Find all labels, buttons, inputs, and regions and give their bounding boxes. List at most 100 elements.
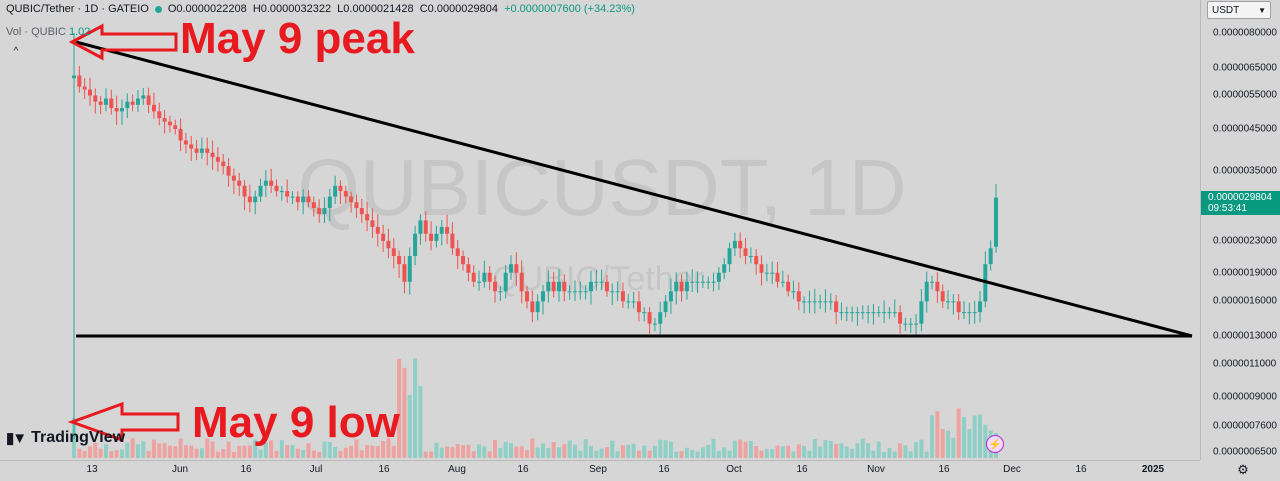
descending-trendline[interactable]	[75, 40, 1193, 338]
candle-body	[151, 104, 156, 112]
candle-body	[642, 312, 647, 314]
volume-bar	[887, 447, 892, 458]
volume-bar	[263, 442, 268, 458]
volume-bar	[983, 424, 988, 458]
volume-bar	[269, 440, 274, 458]
volume-bar	[556, 447, 561, 458]
volume-bar	[540, 443, 545, 458]
volume-bar	[119, 449, 124, 458]
volume-bar	[407, 394, 412, 458]
volume-bar	[151, 439, 156, 458]
candle-body	[700, 281, 705, 283]
gear-icon[interactable]: ⚙	[1237, 462, 1249, 477]
candle-body	[716, 272, 721, 282]
candle-body	[386, 240, 391, 249]
tradingview-logo[interactable]: ▮▼ TradingView	[6, 429, 125, 447]
volume-bar	[130, 438, 135, 458]
candle-body	[317, 208, 322, 215]
volume-value: 1.02	[68, 26, 91, 38]
symbol-title[interactable]: QUBIC/Tether · 1D · GATEIO	[6, 3, 149, 15]
volume-bar	[866, 443, 871, 458]
volume-bar	[679, 451, 684, 458]
candle-body	[610, 291, 615, 293]
candle-body	[711, 281, 716, 283]
candle-body	[540, 291, 545, 302]
candle-body	[194, 148, 199, 153]
volume-bar	[828, 440, 833, 458]
volume-bar	[914, 442, 919, 458]
volume-bar	[370, 445, 375, 458]
candle-body	[759, 264, 764, 273]
chart-area[interactable]: QUBICUSDT, 1D QUBIC/Tether	[0, 0, 1200, 460]
volume-bar	[471, 451, 476, 458]
candle-body	[87, 89, 92, 96]
volume-bar	[77, 448, 82, 458]
candle-body	[844, 312, 849, 314]
chart-canvas[interactable]: QUBICUSDT, 1D QUBIC/Tether	[0, 0, 1200, 460]
candle-body	[167, 121, 172, 126]
volume-bar	[546, 448, 551, 458]
volume-bar	[205, 438, 210, 458]
time-tick-label: 16	[240, 464, 252, 475]
volume-bar	[98, 448, 103, 458]
time-scale[interactable]: 13 Jun 16 Jul 16 Aug 16 Sep 16 Oct 16 Nov 16 Dec 16 202…	[0, 460, 1200, 481]
currency-select[interactable]: USDT ▼	[1207, 1, 1271, 19]
volume-bar	[509, 443, 514, 458]
lightning-icon[interactable]: ⚡	[986, 435, 1004, 453]
volume-bar	[253, 439, 258, 458]
candle-body	[754, 256, 759, 265]
price-tick-label: 0.0000006500	[1213, 446, 1277, 458]
price-tick-label: 0.0000007600	[1213, 420, 1277, 431]
volume-label[interactable]: Vol · QUBIC	[6, 26, 66, 38]
candle-body	[866, 312, 871, 314]
candle-body	[370, 220, 375, 227]
volume-bar	[125, 442, 130, 458]
candle-body	[338, 185, 343, 192]
collapse-legend-button[interactable]: ^	[13, 46, 19, 57]
candle-body	[407, 256, 412, 282]
volume-bar	[450, 447, 455, 458]
volume-bar	[674, 451, 679, 458]
volume-bar	[429, 451, 434, 458]
candle-body	[114, 108, 119, 112]
bar-countdown: 09:53:41	[1208, 203, 1247, 214]
candle-body	[290, 196, 295, 198]
candle-body	[237, 180, 242, 186]
volume-bar	[738, 439, 743, 458]
volume-bar	[215, 451, 220, 458]
candle-body	[871, 312, 876, 314]
volume-bar	[530, 438, 535, 458]
candle-body	[455, 248, 460, 257]
candle-body	[279, 191, 284, 193]
candle-body	[423, 220, 428, 234]
volume-bar	[306, 443, 311, 458]
volume-bar	[796, 444, 801, 458]
volume-bar	[242, 445, 247, 458]
volume-bar	[162, 442, 167, 458]
candle-body	[418, 220, 423, 234]
time-tick-label: 16	[517, 464, 529, 475]
last-price-label: 0.0000029804 09:53:41	[1201, 191, 1280, 215]
candle-body	[908, 323, 913, 325]
volume-bar	[279, 440, 284, 458]
volume-bar	[642, 445, 647, 458]
arrow-left-icon	[67, 401, 180, 443]
candle-body	[684, 281, 689, 292]
volume-bar	[183, 445, 188, 458]
candle-body	[125, 101, 130, 109]
candle-body	[231, 175, 236, 181]
candle-body	[631, 301, 636, 303]
candle-body	[242, 185, 247, 197]
candle-body	[189, 144, 194, 149]
candle-body	[914, 323, 919, 325]
candle-body	[146, 95, 151, 105]
price-scale[interactable]: 0.0000080000 0.0000065000 0.0000055000 0.00…	[1200, 0, 1280, 460]
candle-body	[727, 248, 732, 265]
volume-bars	[72, 358, 998, 458]
candle-body	[764, 272, 769, 274]
volume-bar	[194, 448, 199, 458]
candle-body	[919, 301, 924, 324]
volume-bar	[567, 440, 572, 458]
volume-bar	[290, 445, 295, 458]
candle-body	[706, 281, 711, 283]
